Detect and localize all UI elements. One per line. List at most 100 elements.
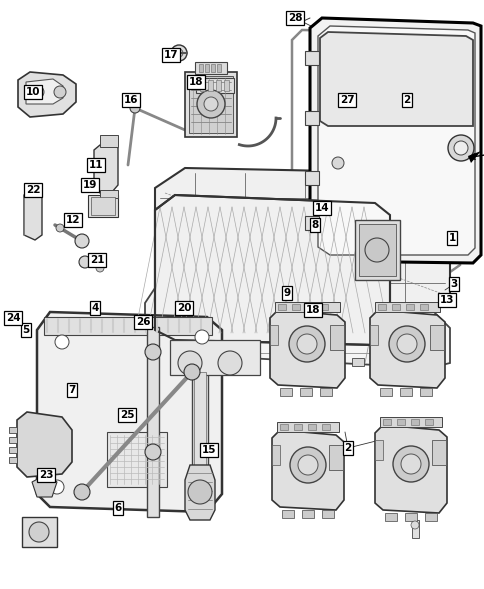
Circle shape: [178, 351, 201, 375]
Bar: [358, 224, 395, 276]
Text: 2: 2: [344, 443, 351, 453]
Text: 21: 21: [90, 255, 104, 265]
Polygon shape: [22, 517, 57, 547]
Circle shape: [171, 45, 187, 61]
Text: 25: 25: [120, 410, 134, 420]
Bar: [9, 427, 17, 433]
Circle shape: [453, 141, 467, 155]
Bar: [391, 304, 399, 310]
Circle shape: [400, 454, 420, 474]
Bar: [192, 370, 208, 490]
Text: 11: 11: [89, 160, 103, 170]
Text: 7: 7: [68, 385, 76, 395]
Circle shape: [145, 344, 161, 360]
Circle shape: [332, 157, 343, 169]
Text: 16: 16: [123, 95, 138, 105]
Bar: [379, 388, 391, 396]
Circle shape: [56, 224, 64, 232]
Bar: [321, 424, 329, 430]
Circle shape: [297, 455, 318, 475]
Bar: [224, 80, 228, 91]
Bar: [304, 51, 318, 65]
Polygon shape: [155, 168, 449, 308]
Polygon shape: [270, 310, 344, 388]
Polygon shape: [24, 188, 42, 240]
Bar: [9, 457, 17, 463]
Circle shape: [396, 334, 416, 354]
Text: 15: 15: [201, 445, 216, 455]
Circle shape: [54, 86, 66, 98]
Bar: [419, 304, 427, 310]
Polygon shape: [26, 79, 63, 104]
Bar: [304, 111, 318, 125]
Bar: [208, 80, 212, 91]
Polygon shape: [32, 474, 57, 497]
Bar: [424, 513, 436, 521]
Circle shape: [195, 330, 209, 344]
Circle shape: [199, 480, 213, 494]
Bar: [300, 388, 311, 396]
Circle shape: [204, 97, 217, 111]
Circle shape: [289, 447, 325, 483]
Polygon shape: [184, 465, 214, 520]
Bar: [291, 304, 300, 310]
Text: 3: 3: [450, 279, 457, 289]
Text: 9: 9: [283, 288, 290, 298]
Circle shape: [75, 234, 89, 248]
Bar: [382, 419, 390, 425]
Circle shape: [74, 484, 90, 500]
Text: 22: 22: [26, 185, 40, 195]
Text: 12: 12: [66, 215, 80, 225]
Bar: [302, 510, 313, 518]
Bar: [195, 62, 227, 74]
Bar: [369, 325, 377, 345]
Text: 27: 27: [339, 95, 354, 105]
Bar: [9, 437, 17, 443]
Text: 1: 1: [447, 233, 454, 243]
Bar: [194, 372, 206, 488]
Bar: [354, 220, 399, 280]
Bar: [377, 304, 385, 310]
Bar: [351, 358, 363, 366]
Circle shape: [364, 238, 388, 262]
Text: 5: 5: [22, 325, 30, 335]
Bar: [211, 64, 214, 72]
Circle shape: [145, 444, 161, 460]
Polygon shape: [145, 288, 449, 368]
Text: 28: 28: [287, 13, 302, 23]
Bar: [307, 424, 316, 430]
Bar: [184, 72, 237, 137]
Polygon shape: [17, 412, 72, 477]
Polygon shape: [374, 425, 446, 513]
Bar: [276, 422, 338, 432]
Polygon shape: [467, 151, 480, 163]
Polygon shape: [309, 18, 480, 263]
Circle shape: [175, 49, 182, 57]
Text: 10: 10: [26, 87, 40, 97]
Bar: [396, 419, 404, 425]
Circle shape: [29, 522, 49, 542]
Text: 23: 23: [39, 470, 53, 480]
Bar: [170, 340, 259, 375]
Bar: [279, 424, 287, 430]
Bar: [384, 513, 396, 521]
Text: 26: 26: [136, 317, 150, 327]
Text: 6: 6: [114, 503, 121, 513]
Polygon shape: [94, 143, 118, 193]
Bar: [100, 190, 118, 198]
Bar: [91, 197, 115, 215]
Text: 18: 18: [188, 77, 203, 87]
Text: 19: 19: [83, 180, 97, 190]
Bar: [374, 440, 382, 460]
Bar: [199, 80, 205, 91]
Text: 17: 17: [163, 50, 178, 60]
Polygon shape: [318, 26, 474, 255]
Circle shape: [183, 364, 199, 380]
Bar: [374, 302, 439, 312]
Circle shape: [79, 256, 91, 268]
Bar: [399, 388, 411, 396]
Bar: [319, 388, 332, 396]
Bar: [329, 325, 343, 350]
Bar: [293, 424, 302, 430]
Bar: [429, 325, 443, 350]
